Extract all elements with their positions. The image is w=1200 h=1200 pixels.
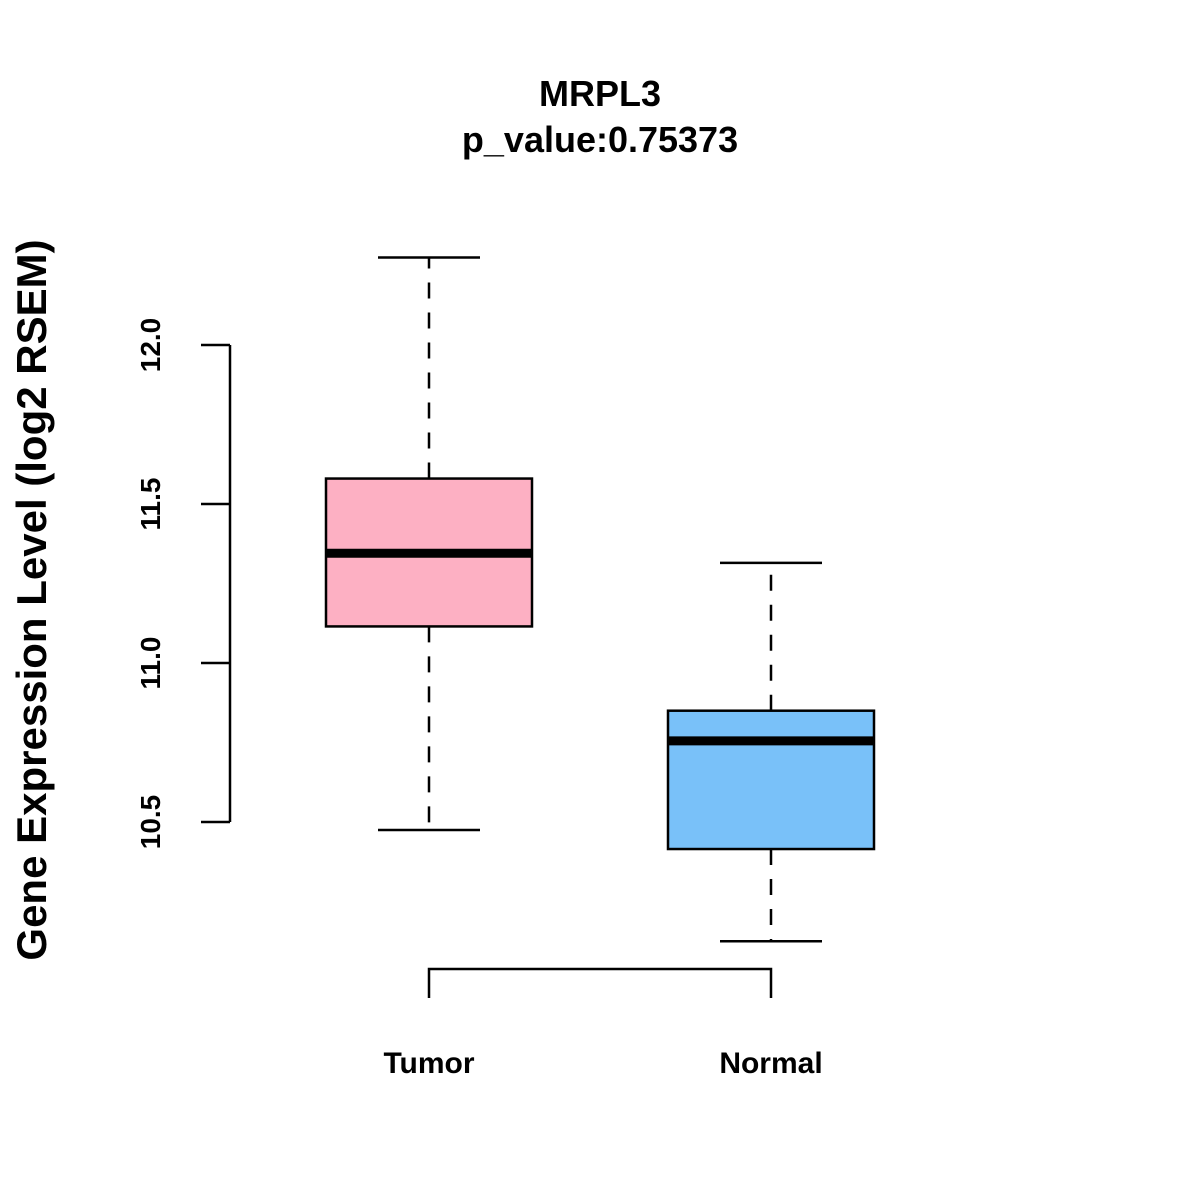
chart-subtitle: p_value:0.75373 bbox=[462, 119, 738, 160]
comparison-bracket bbox=[427, 967, 773, 998]
y-axis-label: Gene Expression Level (log2 RSEM) bbox=[8, 239, 55, 960]
chart-title: MRPL3 bbox=[539, 73, 661, 114]
comparison-bracket-group bbox=[427, 967, 773, 998]
boxes-group bbox=[324, 256, 876, 943]
x-axis-labels: Tumor Normal bbox=[383, 1047, 822, 1080]
box-normal bbox=[666, 561, 876, 943]
y-tick-label: 12.0 bbox=[135, 318, 166, 373]
y-tick-label: 10.5 bbox=[135, 795, 166, 850]
box-tumor bbox=[324, 256, 534, 832]
y-tick-label: 11.0 bbox=[135, 637, 166, 690]
x-category-label: Tumor bbox=[383, 1047, 474, 1080]
box-body bbox=[666, 709, 876, 851]
y-tick-label: 11.5 bbox=[135, 478, 166, 531]
y-axis: 10.5 11.0 11.5 12.0 bbox=[135, 318, 232, 850]
x-category-label: Normal bbox=[719, 1047, 822, 1080]
